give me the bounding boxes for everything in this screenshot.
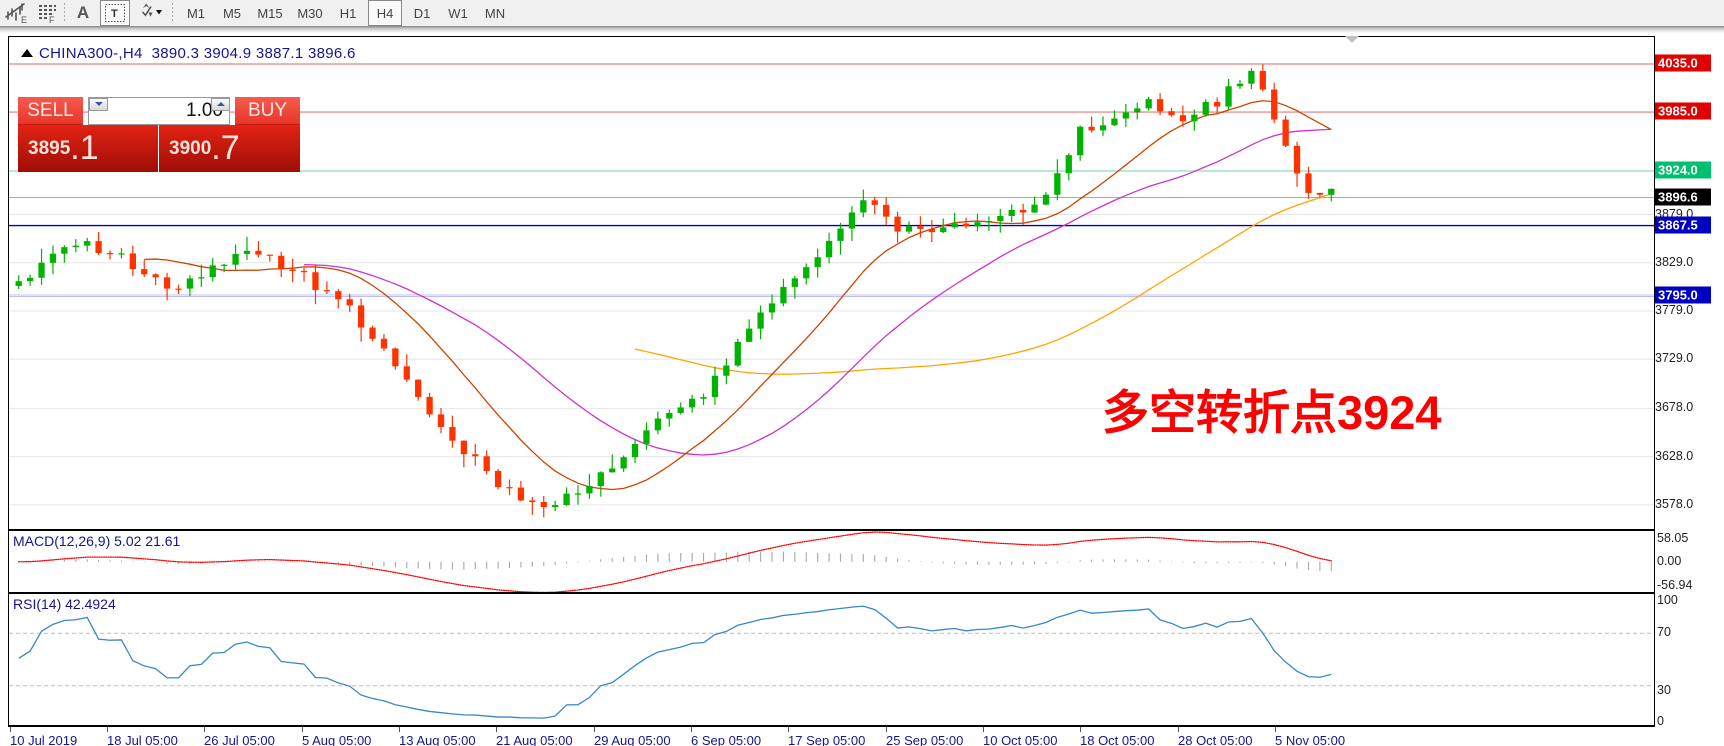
svg-text:F: F xyxy=(49,15,55,25)
svg-text:多空转折点3924: 多空转折点3924 xyxy=(1102,386,1442,439)
svg-text:E: E xyxy=(21,15,27,25)
svg-text:T: T xyxy=(111,8,118,20)
